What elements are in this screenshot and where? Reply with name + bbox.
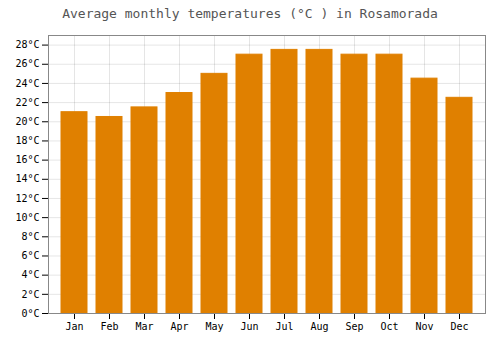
svg-text:Mar: Mar	[135, 321, 153, 332]
svg-text:Feb: Feb	[100, 321, 118, 332]
svg-text:Oct: Oct	[380, 321, 398, 332]
svg-text:12°C: 12°C	[15, 193, 39, 204]
svg-text:10°C: 10°C	[15, 212, 39, 223]
svg-text:Jul: Jul	[275, 321, 293, 332]
svg-text:Sep: Sep	[345, 321, 363, 332]
svg-text:26°C: 26°C	[15, 58, 39, 69]
svg-text:22°C: 22°C	[15, 97, 39, 108]
svg-text:Aug: Aug	[310, 321, 328, 332]
svg-text:14°C: 14°C	[15, 173, 39, 184]
html-text:Average monthly temperatures (: Average monthly temperatures (°C ) in Ro…	[62, 6, 438, 21]
svg-text:Nov: Nov	[415, 321, 433, 332]
svg-text:20°C: 20°C	[15, 116, 39, 127]
svg-text:18°C: 18°C	[15, 135, 39, 146]
svg-text:28°C: 28°C	[15, 39, 39, 50]
svg-text:6°C: 6°C	[21, 250, 39, 261]
svg-text:4°C: 4°C	[21, 269, 39, 280]
svg-text:16°C: 16°C	[15, 154, 39, 165]
svg-text:2°C: 2°C	[21, 289, 39, 300]
svg-text:0°C: 0°C	[21, 308, 39, 319]
svg-text:May: May	[205, 321, 223, 332]
svg-text:24°C: 24°C	[15, 78, 39, 89]
svg-text:Jun: Jun	[240, 321, 258, 332]
svg-text:Jan: Jan	[65, 321, 83, 332]
svg-text:8°C: 8°C	[21, 231, 39, 242]
svg-text:Apr: Apr	[170, 321, 188, 332]
svg-text:Dec: Dec	[450, 321, 468, 332]
